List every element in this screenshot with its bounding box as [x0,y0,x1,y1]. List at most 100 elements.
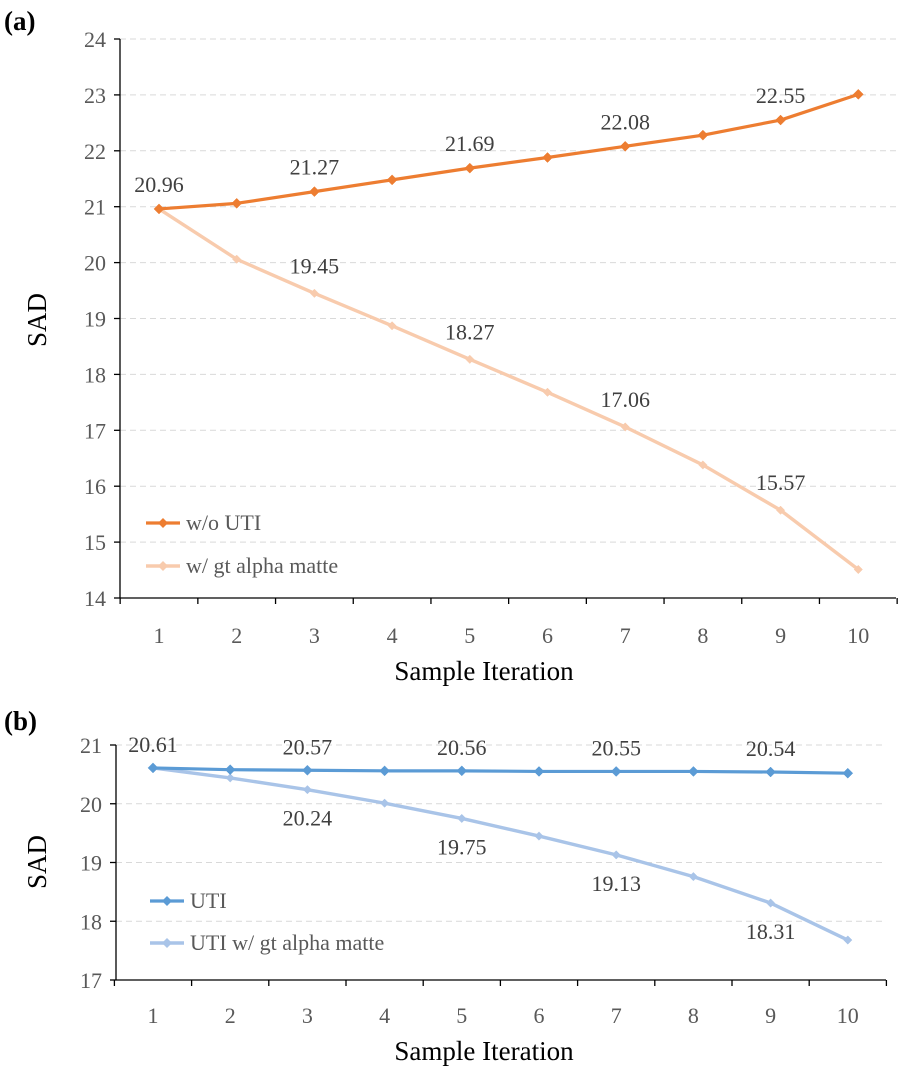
a-y-tick-label: 21 [84,195,106,220]
b-y-tick-label: 21 [80,733,102,758]
a-series-0-point [619,140,631,152]
b-series-1-point [534,831,544,841]
a-y-tick-label: 19 [84,307,106,332]
a-x-tick-label: 5 [464,623,475,648]
a-data-label: 15.57 [756,470,806,495]
b-x-tick-label: 9 [765,1003,776,1028]
b-series-0-point [456,765,468,777]
a-legend-swatch-marker [158,518,168,528]
b-x-tick-label: 6 [534,1003,545,1028]
a-series-1-line [158,207,860,571]
a-data-label: 19.45 [290,253,340,278]
b-series-0-line [152,766,848,775]
a-series-1-point [776,505,786,515]
b-series-0-point [224,764,236,776]
panel-b-axes [110,744,888,986]
a-y-tick-label: 16 [84,474,106,499]
a-series-1-point [465,354,475,364]
b-series-1-point [225,773,235,783]
a-y-tick-label: 24 [84,27,106,52]
a-series-1-point [853,564,863,575]
b-series-1-point [843,935,853,945]
b-legend-label: UTI w/ gt alpha matte [190,930,384,955]
panel-b-y-ticks: 17 18 19 20 21 [80,733,102,993]
b-y-tick-label: 17 [80,968,102,993]
a-series-0-point [231,197,243,209]
panel-b-x-ticks: 1 2 3 4 5 6 7 8 9 10 [148,1003,859,1028]
panel-a-gridlines [120,38,896,543]
panel-b-gridlines [116,744,886,922]
b-data-label: 19.75 [437,834,487,859]
panel-a-x-axis-title: Sample Iteration [394,656,574,686]
a-data-label: 21.27 [290,155,340,180]
a-data-label: 18.27 [445,319,495,344]
b-series-0-point [842,767,854,779]
panel-a-x-ticks: 1 2 3 4 5 6 7 8 9 10 [154,623,870,648]
b-series-1-point [766,898,776,908]
b-series-1-point [380,798,390,808]
b-data-label: 18.31 [746,919,796,944]
b-data-label: 20.56 [437,735,487,760]
panel-b-legend: UTI UTI w/ gt alpha matte [150,888,384,955]
a-x-tick-label: 1 [154,623,165,648]
panel-a-axes [114,38,898,604]
b-series-1-line [152,766,849,942]
b-y-tick-label: 19 [80,851,102,876]
b-data-label: 20.24 [283,806,333,831]
a-y-tick-label: 23 [84,83,106,108]
a-series-0-point [309,186,320,197]
b-data-label: 20.57 [283,734,333,759]
panel-a-label: (a) [4,6,35,36]
panel-a-legend: w/o UTI w/ gt alpha matte [146,510,338,578]
a-data-label: 17.06 [600,387,650,412]
a-x-tick-label: 3 [309,623,320,648]
panel-a-data-labels: 20.96 21.27 21.69 22.08 22.55 19.45 18.27 17.06… [134,83,805,495]
a-data-label: 22.08 [600,109,650,134]
b-series-0-point [610,766,622,777]
a-x-tick-label: 4 [387,623,398,648]
a-series-1-point [698,460,708,470]
b-y-tick-label: 20 [80,792,102,817]
a-series-1-point [387,321,397,331]
a-x-tick-label: 6 [542,623,553,648]
a-series-1-point [542,387,553,397]
a-series-0-point [775,114,786,126]
a-legend-label: w/ gt alpha matte [186,553,338,578]
panel-a-y-ticks: 14 15 16 17 18 19 20 21 22 23 24 [84,27,106,611]
b-series-0-point [765,766,776,778]
a-series-0-point [697,129,709,141]
b-series-0-point [302,764,313,776]
a-x-tick-label: 2 [231,623,242,648]
a-y-tick-label: 14 [84,586,106,611]
b-x-tick-label: 4 [379,1003,390,1028]
a-series-0-line [158,92,859,211]
a-series-0-point [464,162,476,174]
a-y-tick-label: 15 [84,530,106,555]
panel-b-x-axis-title: Sample Iteration [394,1036,574,1066]
b-series-1-point [457,813,467,823]
b-x-tick-label: 7 [611,1003,622,1028]
a-series-1-point [620,422,630,432]
a-y-tick-label: 20 [84,251,106,276]
a-series-0-point [153,203,165,215]
panel-a-series [153,88,864,575]
a-series-1-point [309,288,319,298]
b-series-0-point [533,766,545,777]
panel-b-label: (b) [4,706,37,736]
a-data-label: 22.55 [756,83,806,108]
panel-b-series [147,762,854,945]
b-x-tick-label: 5 [456,1003,467,1028]
a-x-tick-label: 8 [697,623,708,648]
b-x-tick-label: 1 [148,1003,159,1028]
panel-b-y-axis-title: SAD [22,835,52,889]
b-data-label: 19.13 [591,871,641,896]
b-series-0-point [688,766,699,777]
panel-a-y-axis-title: SAD [22,293,52,347]
b-series-0-point [147,762,159,774]
a-y-tick-label: 18 [84,362,106,387]
b-x-tick-label: 8 [688,1003,699,1028]
b-x-tick-label: 2 [225,1003,236,1028]
a-data-label: 20.96 [134,172,184,197]
